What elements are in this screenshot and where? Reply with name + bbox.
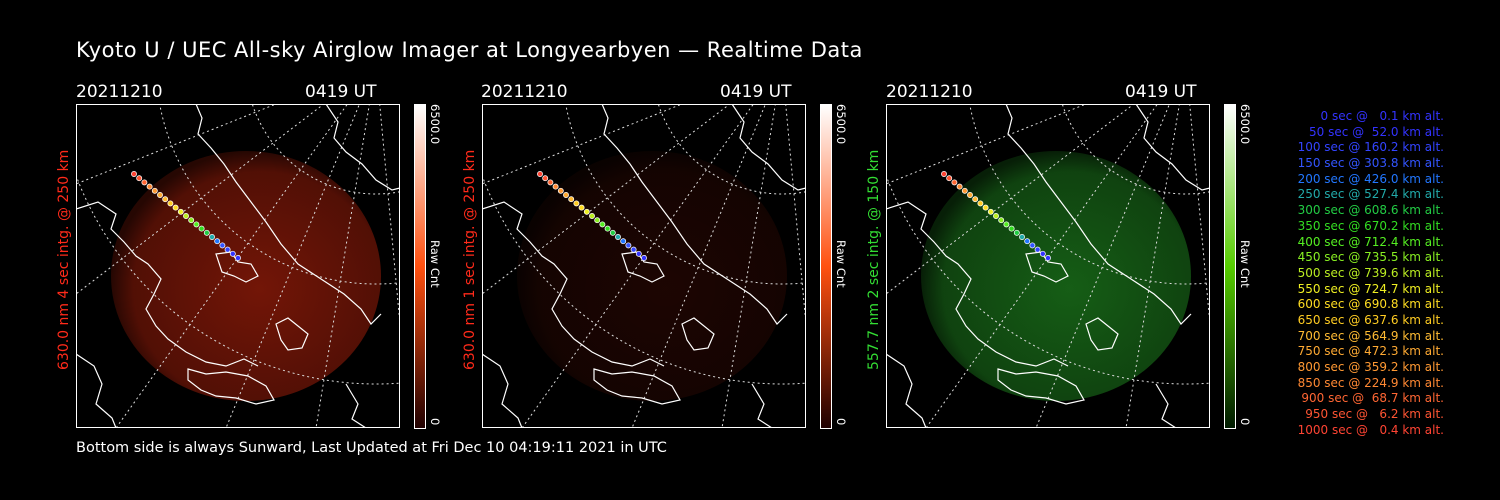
panel-3-cbar-unit: Raw Cnt [1238,240,1252,288]
panel-2-time: 0419 UT [720,82,792,102]
legend-row: 100 sec @ 160.2 km alt. [1297,140,1444,155]
panel-3-date: 20211210 [886,82,973,102]
panel-1-ylabel: 630.0 nm 4 sec intg. @ 250 km [56,149,72,370]
legend-row: 450 sec @ 735.5 km alt. [1297,250,1444,265]
panel-3-cbar-min: 0 [1238,418,1252,426]
panel-1-date: 20211210 [76,82,163,102]
panel-1-time: 0419 UT [305,82,377,102]
legend-row: 400 sec @ 712.4 km alt. [1297,234,1444,249]
legend-row: 200 sec @ 426.0 km alt. [1297,171,1444,186]
footer-note: Bottom side is always Sunward, Last Upda… [76,440,667,456]
legend-row: 850 sec @ 224.9 km alt. [1297,375,1444,390]
legend-row: 550 sec @ 724.7 km alt. [1297,281,1444,296]
legend-row: 250 sec @ 527.4 km alt. [1297,187,1444,202]
panel-3-allsky-image [886,104,1210,428]
panel-1-cbar-min: 0 [428,418,442,426]
legend-row: 600 sec @ 690.8 km alt. [1297,297,1444,312]
legend-row: 0 sec @ 0.1 km alt. [1320,109,1445,123]
legend-row: 50 sec @ 52.0 km alt. [1309,124,1444,139]
panel-1-cbar-max: 6500.0 [428,104,442,145]
trajectory-legend: 0 sec @ 0.1 km alt. 50 sec @ 52.0 km alt.… [1262,109,1444,438]
panel-3-ylabel: 557.7 nm 2 sec intg. @ 150 km [866,149,882,370]
legend-row: 900 sec @ 68.7 km alt. [1301,391,1444,406]
panel-2-allsky-image [482,104,806,428]
panel-3-time: 0419 UT [1125,82,1197,102]
legend-row: 650 sec @ 637.6 km alt. [1297,312,1444,327]
legend-row: 700 sec @ 564.9 km alt. [1297,328,1444,343]
panel-2-cbar-max: 6500.0 [834,104,848,145]
page-title: Kyoto U / UEC All-sky Airglow Imager at … [76,38,863,62]
panel-2-cbar-min: 0 [834,418,848,426]
panel-2-ylabel: 630.0 nm 1 sec intg. @ 250 km [462,149,478,370]
legend-row: 750 sec @ 472.3 km alt. [1297,344,1444,359]
legend-row: 950 sec @ 6.2 km alt. [1305,407,1444,422]
legend-row: 300 sec @ 608.6 km alt. [1297,203,1444,218]
panel-2-colorbar [820,104,832,429]
panel-2-date: 20211210 [481,82,568,102]
panel-1-allsky-image [76,104,400,428]
legend-row: 350 sec @ 670.2 km alt. [1297,218,1444,233]
panel-1-colorbar [414,104,426,429]
panel-2-cbar-unit: Raw Cnt [834,240,848,288]
legend-row: 500 sec @ 739.6 km alt. [1297,265,1444,280]
legend-row: 150 sec @ 303.8 km alt. [1297,156,1444,171]
panel-3-colorbar [1224,104,1236,429]
panel-3-cbar-max: 6500.0 [1238,104,1252,145]
panel-1-cbar-unit: Raw Cnt [428,240,442,288]
legend-row: 1000 sec @ 0.4 km alt. [1297,422,1444,437]
legend-row: 800 sec @ 359.2 km alt. [1297,360,1444,374]
